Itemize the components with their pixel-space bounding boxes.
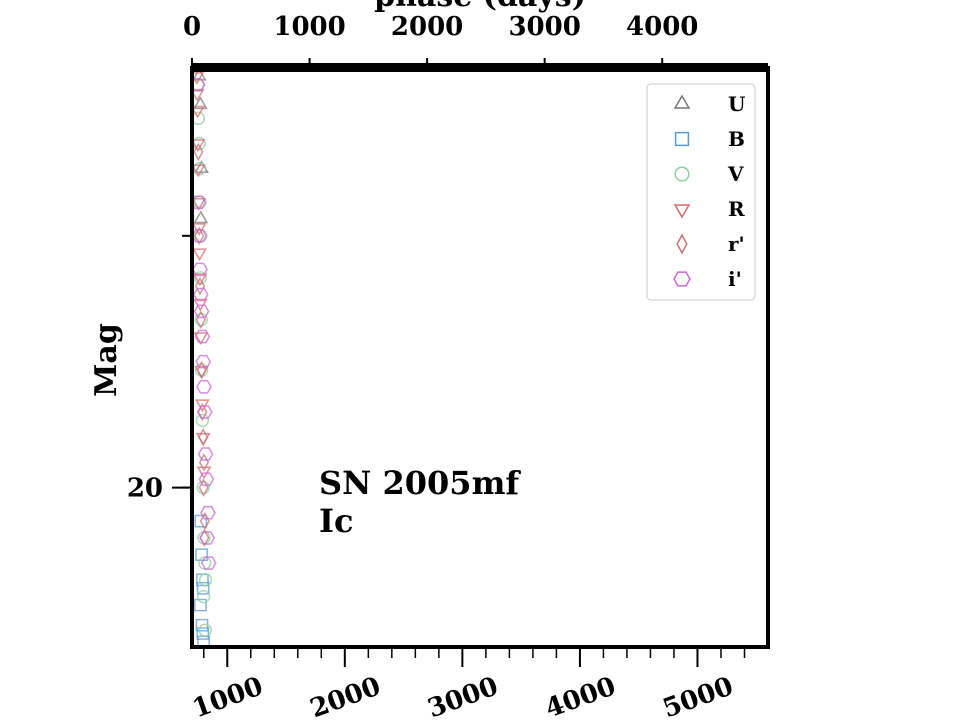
data-point <box>190 105 205 119</box>
data-point <box>194 226 205 246</box>
top-axis-tick-label: 4000 <box>626 12 698 42</box>
data-point <box>192 248 207 262</box>
data-point <box>198 573 213 587</box>
legend-label: U <box>728 92 745 116</box>
legend-label: R <box>728 197 745 221</box>
data-point <box>198 472 215 486</box>
bottom-axis-tick-label: 2000 <box>306 671 384 720</box>
data-point <box>193 304 210 319</box>
data-point <box>193 210 209 224</box>
data-point <box>190 195 207 210</box>
data-point <box>191 164 206 178</box>
data-point <box>200 556 217 570</box>
bottom-axis-tick-label: 5000 <box>659 671 737 720</box>
data-point <box>195 354 212 369</box>
data-point <box>193 96 208 110</box>
top-axis-tick-label: 2000 <box>391 12 463 42</box>
data-point <box>197 447 214 461</box>
data-point <box>193 332 209 346</box>
top-axis-tick-label: 1000 <box>273 12 345 42</box>
data-point <box>196 589 211 604</box>
data-point <box>192 262 208 277</box>
bottom-axis-tick-label: 4000 <box>541 671 619 720</box>
data-point <box>195 548 208 562</box>
data-point <box>194 598 207 612</box>
top-axis-tick-label: 3000 <box>508 12 580 42</box>
data-point <box>189 77 206 92</box>
data-point <box>192 287 209 302</box>
data-point <box>191 229 208 243</box>
data-point <box>196 380 212 394</box>
data-point <box>189 88 205 102</box>
legend-marker <box>673 204 691 219</box>
data-point <box>194 276 206 296</box>
data-point <box>199 531 216 545</box>
y-axis-title: Mag <box>89 323 124 397</box>
data-point <box>196 573 209 587</box>
data-point <box>198 427 209 447</box>
bottom-axis-tick-label: 1000 <box>189 671 267 720</box>
top-axis-title: phase (days) <box>374 0 586 14</box>
data-point <box>190 139 206 153</box>
bottom-axis: 1000 2000 3000 4000 5000 <box>189 647 746 720</box>
data-point <box>193 142 204 162</box>
data-point <box>195 413 210 428</box>
data-point <box>196 627 210 640</box>
top-axis-thick-band <box>192 63 768 72</box>
legend-label: i' <box>728 267 742 291</box>
bottom-axis-tick-label: 3000 <box>424 671 502 720</box>
legend-box <box>646 83 756 301</box>
data-point <box>198 623 212 637</box>
legend-label: B <box>728 127 745 151</box>
legend-label: V <box>727 162 744 186</box>
data-point <box>195 432 211 446</box>
legend-marker <box>673 271 691 287</box>
data-point <box>196 405 213 419</box>
legend-marker <box>676 233 688 255</box>
data-point <box>195 618 209 632</box>
legend-label: r' <box>728 232 745 256</box>
data-point <box>192 273 208 287</box>
y-axis: 20 <box>127 234 192 504</box>
data-point <box>191 198 207 211</box>
sn-type-annotation: Ic <box>319 502 353 540</box>
sn-name-annotation: SN 2005mf <box>319 464 521 502</box>
data-points <box>189 67 217 649</box>
top-axis-tick-label: 0 <box>183 12 201 42</box>
y-axis-tick-label: 20 <box>127 474 163 504</box>
data-point <box>200 505 216 520</box>
top-axis: 0 1000 2000 3000 4000 <box>183 12 698 66</box>
legend-marker <box>673 94 691 109</box>
legend-marker <box>674 131 690 147</box>
data-point <box>194 329 211 344</box>
legend-marker <box>674 166 690 182</box>
